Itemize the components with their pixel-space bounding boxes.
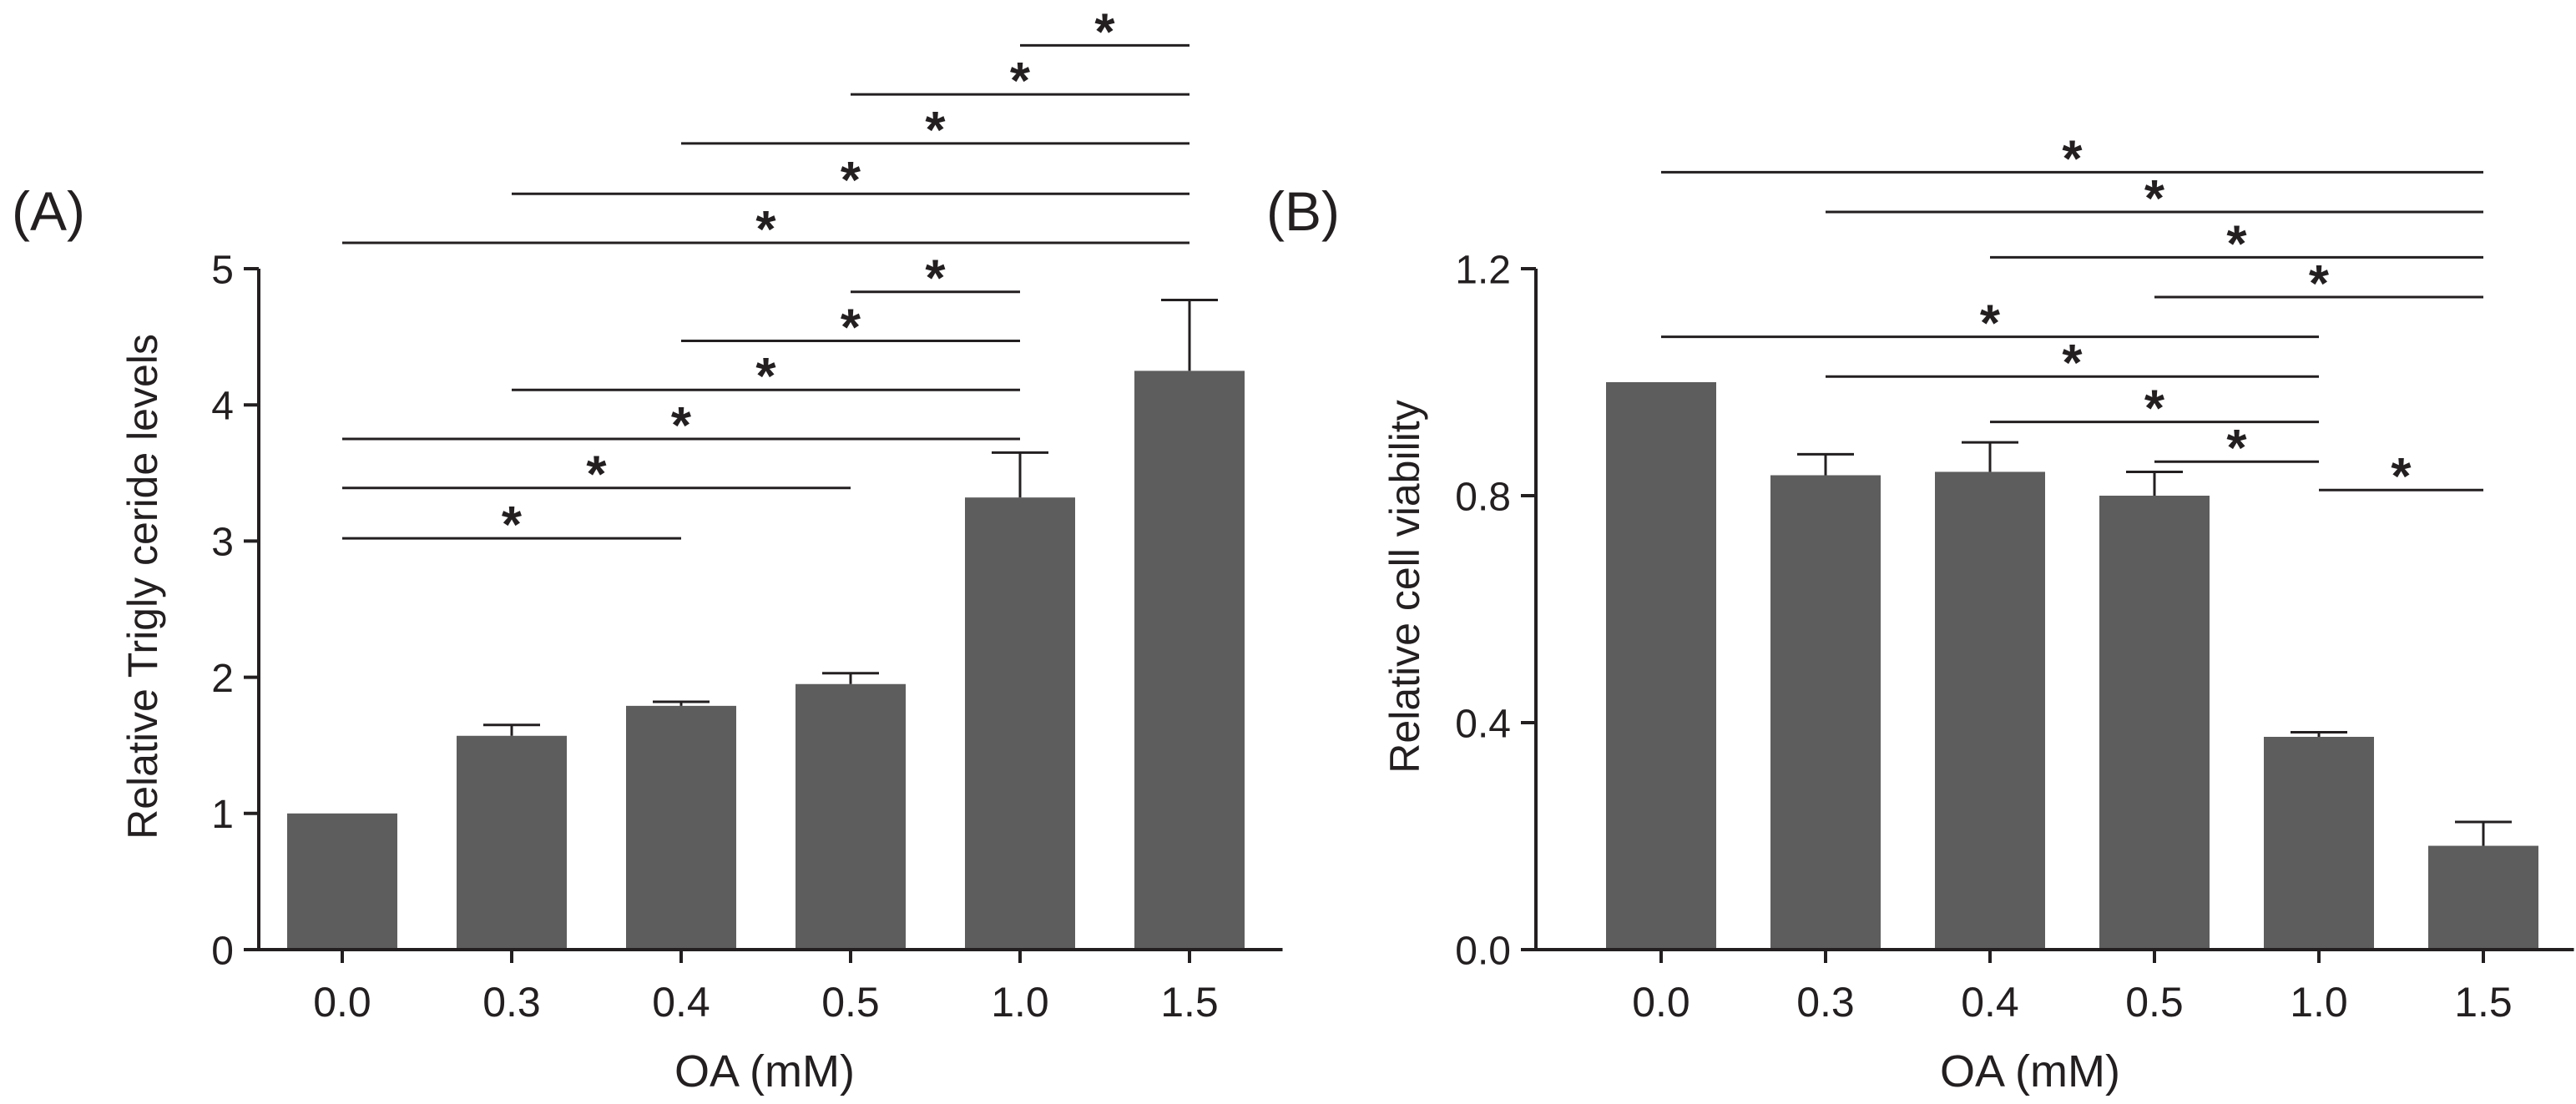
panel-a-significance-star: * xyxy=(841,152,861,209)
panel-b-y-tick-label: 0.0 xyxy=(1455,929,1511,973)
panel-a-x-tick-label: 1.0 xyxy=(991,979,1049,1026)
panel-a-y-tick-label: 5 xyxy=(211,248,234,292)
panel-a-bar xyxy=(626,705,736,950)
panel-a-significance-star: * xyxy=(925,250,946,308)
panel-a-significance-star: * xyxy=(502,497,523,554)
panel-b-y-axis-label: Relative cell viability xyxy=(1381,400,1428,773)
panel-b-bar xyxy=(1935,471,2045,950)
panel-b-y-tick-label: 1.2 xyxy=(1455,248,1511,292)
panel-a-bar xyxy=(796,683,906,950)
panel-a-bar xyxy=(965,497,1075,950)
panel-b-significance-star: * xyxy=(2226,420,2247,477)
panel-b-x-tick-label: 0.3 xyxy=(1796,979,1855,1026)
panel-b-significance-star: * xyxy=(2391,448,2412,506)
panel-a-significance-star: * xyxy=(755,348,776,406)
panel-a-x-tick-label: 0.3 xyxy=(482,979,541,1026)
panel-a-y-tick-label: 1 xyxy=(211,793,234,837)
panel-b-plot: 0.0 0.4 0.8 1.2 0.0 0.3 0.4 0.5 1.0 1.5 * * * * * * * * * xyxy=(1455,130,2574,1026)
panel-a-y-tick-label: 3 xyxy=(211,521,234,565)
panel-a-significance-star: * xyxy=(586,446,607,504)
panel-a-bar xyxy=(287,813,397,950)
panel-b-x-tick-label: 0.5 xyxy=(2125,979,2184,1026)
panel-a-x-tick-label: 0.0 xyxy=(313,979,371,1026)
panel-a-y-axis-label: Relative Trigly ceride levels xyxy=(119,334,166,839)
panel-b-bar xyxy=(2099,496,2210,950)
panel-b-significance-star: * xyxy=(2062,130,2083,188)
panel-b-significance-star: * xyxy=(1980,295,2001,353)
panel-b-significance-star: * xyxy=(2309,255,2330,313)
panel-a-significance-star: * xyxy=(755,201,776,259)
panel-b-significance-star: * xyxy=(2062,335,2083,392)
panel-b-x-tick-label: 1.0 xyxy=(2290,979,2348,1026)
panel-a-significance-star: * xyxy=(925,102,946,159)
panel-b-label: (B) xyxy=(1266,180,1340,242)
panel-a-significance-star: * xyxy=(671,397,692,455)
panel-b-bar xyxy=(2428,845,2538,950)
panel-a-x-tick-label: 0.4 xyxy=(652,979,710,1026)
panel-a-x-axis-label: OA (mM) xyxy=(674,1046,855,1096)
panel-b: (B) Relative cell viability OA (mM) 0.00… xyxy=(1266,130,2574,1096)
panel-b-x-axis-label: OA (mM) xyxy=(1940,1046,2120,1096)
panel-b-x-tick-label: 1.5 xyxy=(2454,979,2513,1026)
panel-a-significance-star: * xyxy=(841,299,861,356)
panel-b-x-tick-label: 0.0 xyxy=(1632,979,1690,1026)
panel-a-bar xyxy=(457,735,567,950)
panel-a-significance-star: * xyxy=(1094,3,1115,61)
panel-b-bar xyxy=(2264,737,2374,950)
panel-a-x-tick-label: 1.5 xyxy=(1160,979,1219,1026)
panel-a-significance-star: * xyxy=(1010,53,1031,110)
panel-a-bar xyxy=(1134,371,1245,950)
panel-a-plot: 0 1 2 3 4 5 0.0 0.3 0.4 0.5 1.0 1.5 * * * * * * * * * * * xyxy=(211,3,1283,1026)
panel-b-significance-star: * xyxy=(2144,170,2165,228)
panel-b-bar xyxy=(1606,382,1716,950)
panel-a-y-tick-label: 0 xyxy=(211,929,234,973)
panel-a-y-tick-label: 4 xyxy=(211,384,234,428)
panel-b-significance-star: * xyxy=(2144,381,2165,438)
panel-a-label: (A) xyxy=(12,180,85,242)
panel-b-y-tick-label: 0.4 xyxy=(1455,702,1511,746)
panel-b-y-tick-label: 0.8 xyxy=(1455,475,1511,519)
panel-b-significance-star: * xyxy=(2226,215,2247,273)
panel-a-x-tick-label: 0.5 xyxy=(821,979,880,1026)
panel-b-x-tick-label: 0.4 xyxy=(1961,979,2019,1026)
panel-b-bar xyxy=(1770,475,1881,950)
panel-a: (A) Relative Trigly ceride levels OA (mM… xyxy=(12,3,1283,1096)
panel-a-y-tick-label: 2 xyxy=(211,657,234,701)
